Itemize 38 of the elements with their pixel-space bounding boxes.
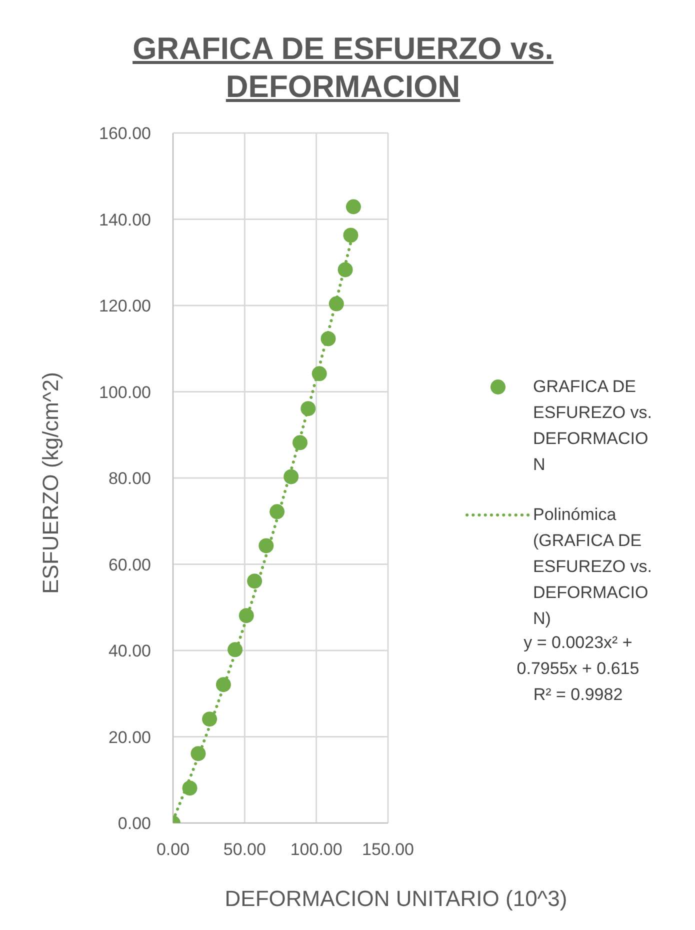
- y-tick-label: 160.00: [99, 124, 151, 144]
- x-tick-label: 0.00: [156, 840, 190, 860]
- y-tick-label: 60.00: [108, 555, 151, 574]
- y-tick-label: 100.00: [99, 382, 151, 402]
- x-tick-label: 100.00: [290, 840, 342, 860]
- y-tick-label: 140.00: [99, 210, 151, 230]
- chart-title: GRAFICA DE ESFUERZO vs. DEFORMACION: [132, 30, 554, 106]
- point: [346, 199, 361, 214]
- x-axis-title: DEFORMACION UNITARIO (10^3): [224, 886, 568, 911]
- legend-label: Polinómica (GRAFICA DE ESFUREZO vs. DEFORMACION): [533, 504, 654, 630]
- point: [312, 366, 327, 382]
- point: [182, 780, 198, 796]
- text: R² = 0.9982: [532, 684, 624, 706]
- point: [300, 401, 316, 416]
- point: [190, 746, 206, 762]
- y-tick-label: 20.00: [108, 728, 151, 747]
- point: [238, 608, 254, 624]
- point: [292, 435, 308, 450]
- legend-label: GRAFICA DE ESFUREZO vs. DEFORMACION: [533, 376, 654, 476]
- point: [284, 469, 299, 484]
- y-tick-label: 120.00: [99, 296, 151, 316]
- y-tick-label: 0.00: [118, 814, 151, 834]
- point: [328, 296, 344, 312]
- point: [270, 504, 285, 520]
- point: [320, 331, 336, 346]
- x-tick-label: 50.00: [223, 840, 266, 860]
- point: [216, 677, 231, 692]
- y-axis-title: ESFUERZO (kg/cm^2): [38, 372, 63, 594]
- point: [202, 712, 218, 727]
- point: [247, 574, 262, 589]
- point: [258, 538, 274, 554]
- point: [338, 262, 353, 278]
- point: [343, 228, 358, 243]
- y-tick-label: 40.00: [108, 642, 151, 661]
- point: [228, 642, 243, 658]
- y-tick-label: 80.00: [108, 469, 151, 488]
- text: y = 0.0023x² + 0.7955x + 0.615: [516, 632, 640, 680]
- x-tick-label: 150.00: [362, 840, 414, 860]
